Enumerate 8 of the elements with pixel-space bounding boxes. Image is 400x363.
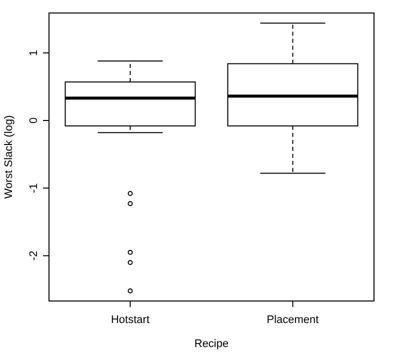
x-tick-label: Hotstart bbox=[110, 314, 150, 326]
x-axis-title: Recipe bbox=[194, 338, 229, 350]
x-tick-label: Placement bbox=[266, 314, 319, 326]
y-tick-label: 0 bbox=[28, 117, 40, 124]
y-tick-label: 1 bbox=[28, 50, 40, 56]
y-tick-label: -2 bbox=[28, 250, 40, 261]
y-tick-label: -1 bbox=[28, 183, 40, 193]
y-axis-title: Worst Slack (log) bbox=[3, 115, 15, 199]
